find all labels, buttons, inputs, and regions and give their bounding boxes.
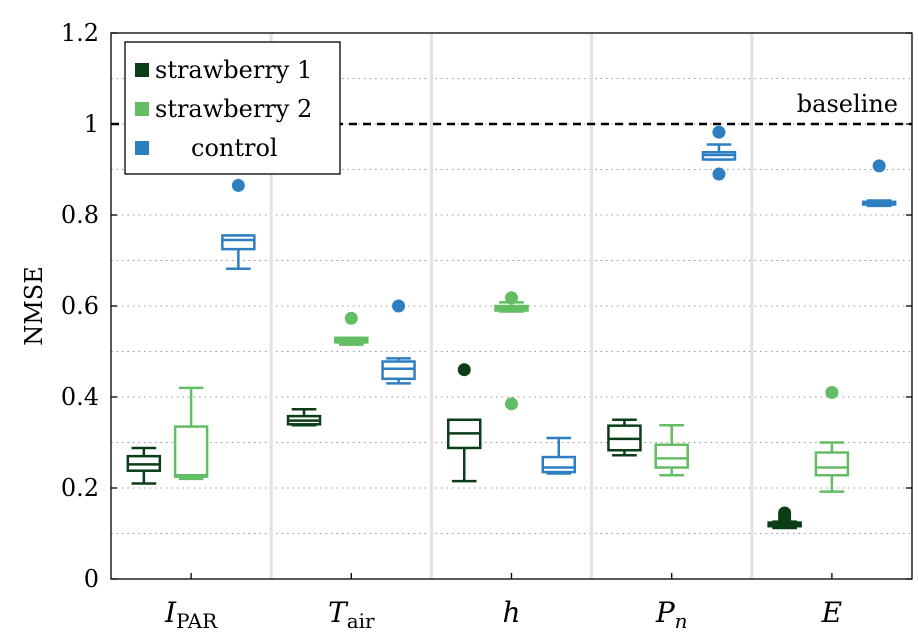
y-axis-ticks: 0 0.2 0.4 0.6 0.8 1 1.2 [61,19,912,593]
legend-frame [124,41,341,175]
outlier-point [712,167,726,181]
outlier-point [825,385,839,399]
legend-swatch [135,102,149,116]
outlier-point [231,178,245,192]
y-tick-label: 0.6 [61,292,99,320]
legend-label: control [191,134,278,162]
legend: strawberry 1 strawberry 2 control [124,41,341,175]
legend-label: strawberry 2 [155,95,312,123]
box-iqr [173,425,209,478]
legend-items: strawberry 1 strawberry 2 control [135,56,312,162]
outlier-point [344,311,358,325]
box-iqr [381,360,416,381]
y-tick-label: 0.4 [61,383,99,411]
box-strawberry-1-2 [446,363,482,483]
outlier-point [457,363,471,377]
box-iqr [654,443,689,469]
box-control-3 [701,125,737,181]
box-control-1 [381,299,416,385]
baseline-label: baseline [797,90,898,118]
y-tick-label: 0 [84,565,99,593]
x-tick-label: IPAR [164,596,218,633]
y-tick-label: 0.2 [61,474,99,502]
box-strawberry-2-1 [334,311,369,346]
box-control-2 [541,436,577,475]
outlier-point [778,506,792,520]
box-strawberry-1-0 [126,446,162,485]
outlier-point [505,397,518,411]
box-strawberry-2-0 [173,386,209,481]
box-iqr [221,234,256,251]
box-control-0 [221,178,256,270]
box-strawberry-1-4 [767,506,802,530]
outlier-point [505,291,518,305]
box-iqr [541,455,577,474]
legend-swatch [135,63,149,77]
box-control-4 [861,159,897,208]
box-strawberry-2-3 [654,423,689,477]
box-iqr [814,451,850,477]
y-axis-label: NMSE [20,266,48,346]
outlier-point [872,159,886,173]
y-tick-label: 1.2 [61,19,99,47]
x-axis-ticks: IPAR Tair h Pn E [164,573,842,633]
x-tick-label: E [821,596,842,629]
x-tick-label: Tair [328,596,375,633]
legend-swatch [135,141,149,155]
outlier-point [712,125,726,139]
y-tick-label: 1 [84,110,99,138]
box-strawberry-1-3 [607,418,642,457]
y-tick-label: 0.8 [61,201,99,229]
box-strawberry-2-4 [814,385,850,493]
x-tick-label: Pn [655,596,688,633]
outlier-point [392,299,406,313]
x-tick-label: h [502,596,520,629]
box-strawberry-1-1 [286,408,322,427]
box-strawberry-2-2 [494,291,529,411]
legend-label: strawberry 1 [155,56,312,84]
box-layer [126,125,897,530]
